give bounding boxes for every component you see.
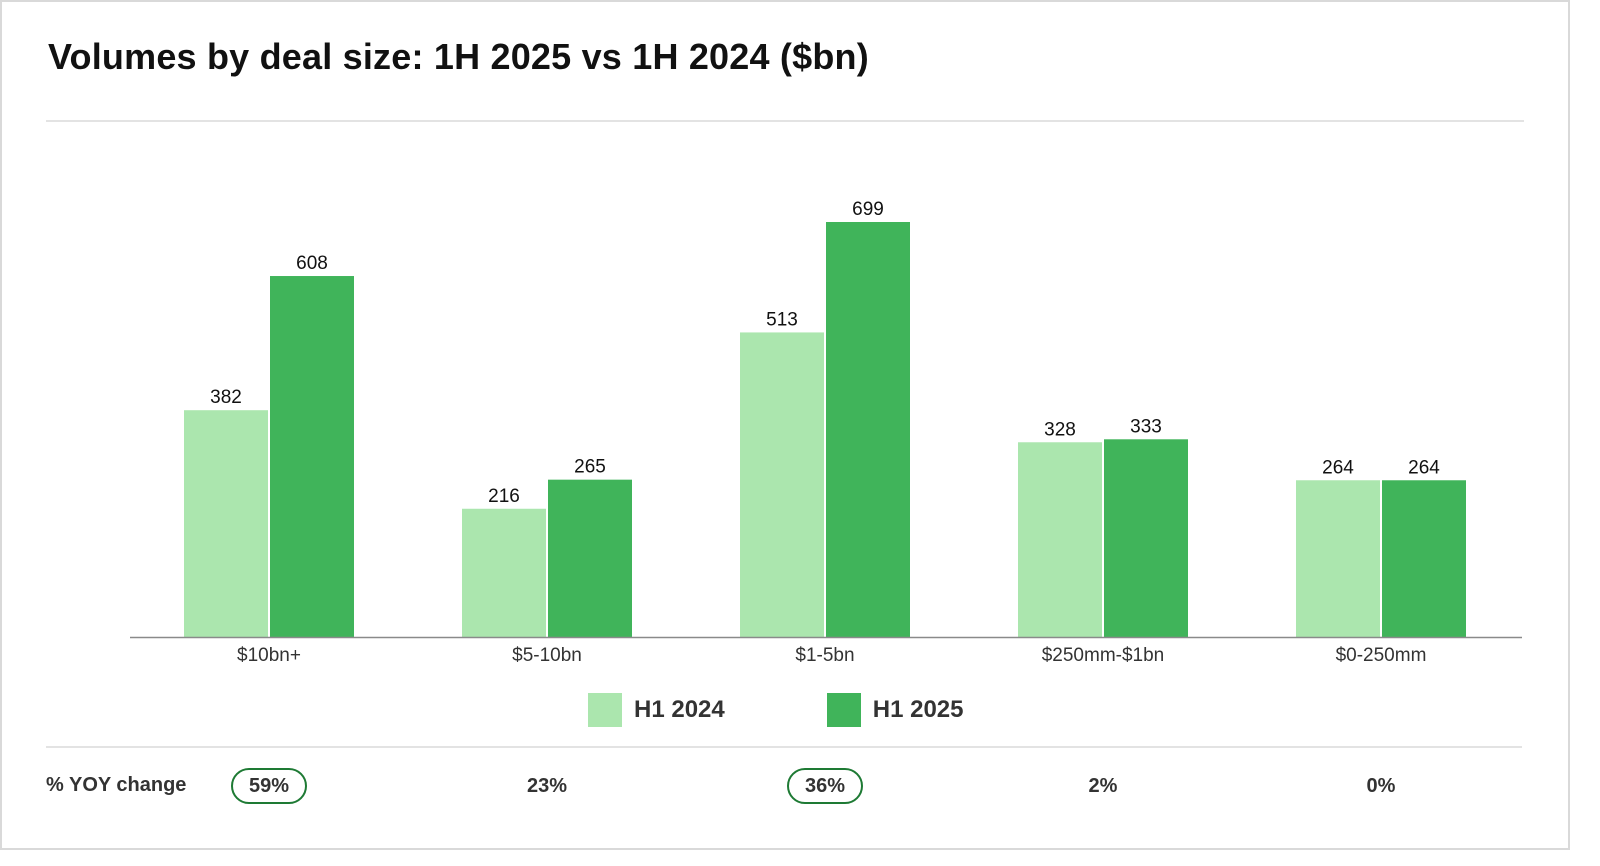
bar-h1-2025 bbox=[548, 479, 632, 637]
data-label-h1-2025: 264 bbox=[1408, 457, 1440, 478]
x-tick-label: $10bn+ bbox=[237, 645, 301, 666]
yoy-value: 23% bbox=[526, 774, 568, 797]
bar-h1-2025 bbox=[270, 276, 354, 637]
data-label-h1-2024: 328 bbox=[1044, 419, 1076, 440]
bar-h1-2024 bbox=[1018, 442, 1102, 637]
data-label-h1-2024: 513 bbox=[766, 309, 798, 330]
yoy-value: 2% bbox=[1088, 774, 1118, 797]
bar-h1-2024 bbox=[740, 332, 824, 637]
legend: H1 2024 H1 2025 bbox=[588, 692, 964, 728]
x-tick-label: $250mm-$1bn bbox=[1042, 645, 1165, 666]
yoy-value: 0% bbox=[1366, 774, 1396, 797]
data-label-h1-2025: 699 bbox=[852, 199, 884, 220]
legend-label-h1-2025: H1 2025 bbox=[872, 696, 964, 723]
data-label-h1-2024: 264 bbox=[1322, 457, 1354, 478]
yoy-row-label: % YOY change bbox=[46, 774, 187, 796]
data-label-h1-2025: 265 bbox=[574, 457, 606, 478]
yoy-value: 59% bbox=[231, 768, 307, 804]
chart-title: Volumes by deal size: 1H 2025 vs 1H 2024… bbox=[48, 36, 869, 77]
yoy-value: 36% bbox=[787, 768, 863, 804]
legend-label-h1-2024: H1 2024 bbox=[634, 696, 725, 723]
legend-swatch-h1-2025 bbox=[826, 693, 861, 727]
bar-h1-2024 bbox=[462, 508, 546, 637]
title-divider bbox=[46, 120, 1524, 122]
legend-swatch-h1-2024 bbox=[588, 693, 622, 727]
x-tick-label: $0-250mm bbox=[1336, 645, 1427, 666]
data-label-h1-2025: 608 bbox=[296, 253, 328, 274]
x-tick-label: $1-5bn bbox=[795, 645, 854, 666]
yoy-divider bbox=[46, 746, 1522, 748]
x-tick-label: $5-10bn bbox=[512, 645, 582, 666]
bar-h1-2025 bbox=[1104, 439, 1188, 637]
data-label-h1-2024: 382 bbox=[210, 387, 242, 408]
legend-item-h1-2024: H1 2024 bbox=[588, 693, 725, 727]
data-label-h1-2025: 333 bbox=[1130, 416, 1162, 437]
data-label-h1-2024: 216 bbox=[488, 486, 520, 507]
bar-h1-2025 bbox=[826, 222, 910, 637]
bar-h1-2025 bbox=[1382, 480, 1466, 637]
legend-item-h1-2025: H1 2025 bbox=[826, 693, 964, 727]
bar-h1-2024 bbox=[184, 410, 268, 637]
bar-h1-2024 bbox=[1296, 480, 1380, 637]
